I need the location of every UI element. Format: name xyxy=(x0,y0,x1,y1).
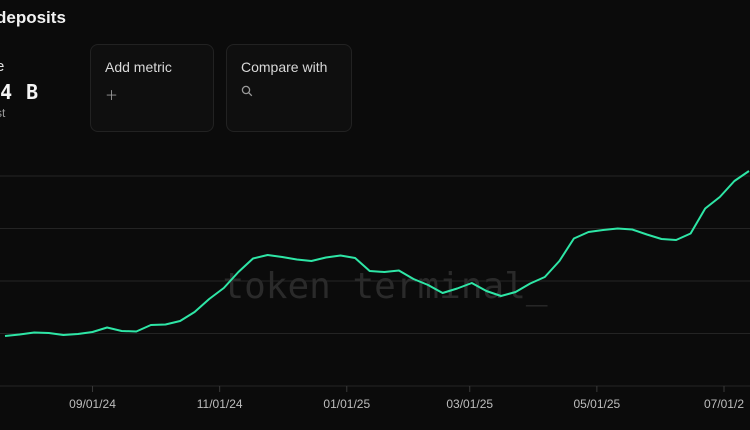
series-line xyxy=(4,170,750,337)
compare-with-label: Compare with xyxy=(241,59,328,75)
compare-with-button[interactable]: Compare with xyxy=(226,44,352,132)
series-group xyxy=(4,170,750,337)
x-axis-ticks: 09/01/24 11/01/24 01/01/25 03/01/25 05/01/25… xyxy=(69,386,744,411)
metric-label: e xyxy=(0,58,5,75)
chart-area: token terminal_ 09/01/24 11/01/24 01/01/25… xyxy=(0,160,750,430)
x-tick-label: 05/01/25 xyxy=(574,397,621,411)
page-title: deposits xyxy=(0,8,66,27)
add-metric-label: Add metric xyxy=(105,59,172,75)
add-metric-button[interactable]: Add metric ＋ xyxy=(90,44,214,132)
x-tick-label: 11/01/24 xyxy=(197,397,243,411)
line-chart: token terminal_ 09/01/24 11/01/24 01/01/25… xyxy=(0,170,750,411)
metric-value: 8.4 B xyxy=(0,80,40,104)
x-tick-label: 03/01/25 xyxy=(446,397,493,411)
x-tick-label: 09/01/24 xyxy=(69,397,116,411)
plus-icon: ＋ xyxy=(105,88,119,103)
search-icon xyxy=(241,85,253,97)
x-tick-label: 01/01/25 xyxy=(323,397,370,411)
metric-subtitle: st xyxy=(0,106,6,120)
x-tick-label: 07/01/2 xyxy=(704,397,744,411)
metric-card[interactable]: e 8.4 B st xyxy=(0,44,80,132)
